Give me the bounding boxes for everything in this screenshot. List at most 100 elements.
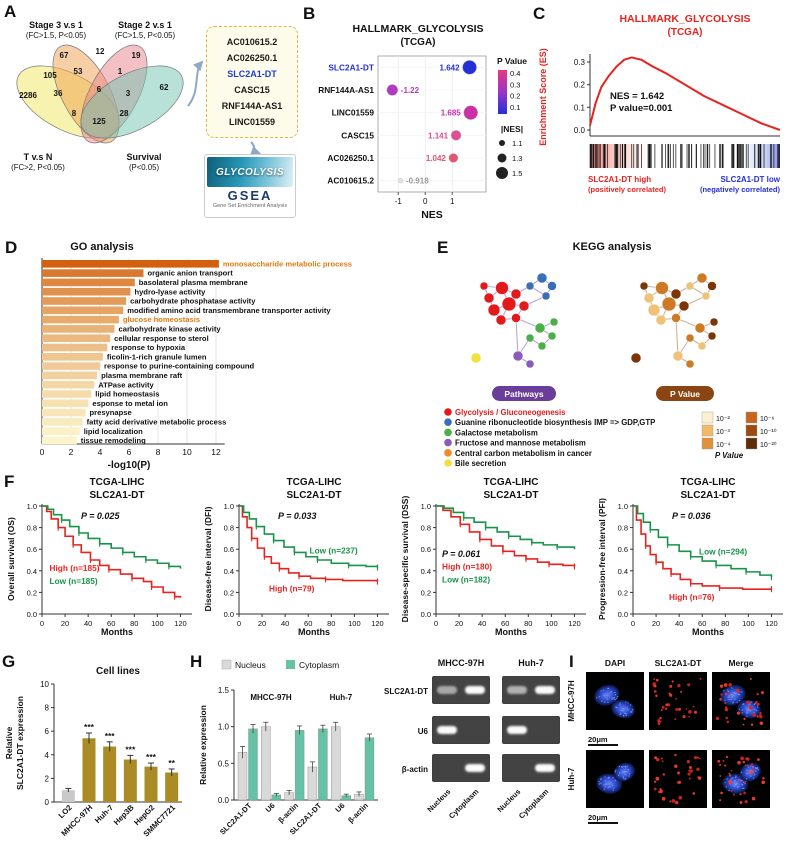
gel-band bbox=[465, 764, 485, 772]
fish-signal bbox=[723, 683, 728, 687]
panel-h-fractionation: Nucleus Cytoplasm Relative expression 0.0 0.… bbox=[186, 650, 566, 862]
chromatin-speckle bbox=[611, 697, 613, 699]
pvalue-legend-title: P Value bbox=[497, 56, 527, 66]
fish-signal bbox=[732, 793, 735, 796]
venn-count: 1 bbox=[118, 67, 123, 76]
chromatin-speckle bbox=[750, 775, 752, 777]
x-tick-label: 60 bbox=[501, 619, 509, 628]
fish-signal bbox=[664, 707, 668, 711]
y-tick-label: 1.0 bbox=[618, 502, 628, 511]
chromatin-speckle bbox=[738, 708, 741, 711]
nes-size-label: 1.1 bbox=[512, 139, 522, 148]
fish-signal bbox=[739, 801, 743, 804]
fish-signal bbox=[742, 723, 745, 726]
pvalue-pill bbox=[656, 386, 714, 401]
nucleus-blob bbox=[594, 684, 620, 706]
fish-signal bbox=[656, 757, 660, 762]
fish-signal bbox=[720, 791, 723, 795]
gene-name: SLC2A1-DT bbox=[328, 62, 374, 72]
chromatin-speckle bbox=[614, 779, 617, 782]
gel-box-inner bbox=[503, 755, 559, 781]
venn-group: Stage 3 v.s 1(FC>1.5, P<0.05)Stage 2 v.s… bbox=[11, 20, 184, 172]
x-tick-label: 120 bbox=[371, 619, 384, 628]
fish-signal bbox=[760, 721, 764, 725]
lane-label: Nucleus bbox=[495, 787, 522, 814]
gel-box-inner bbox=[433, 755, 489, 781]
gel-band bbox=[507, 726, 527, 734]
gsea-logo: GLYCOLYSIS GSEA Gene Set Enrichment Anal… bbox=[204, 154, 296, 218]
fish-signal bbox=[654, 756, 658, 760]
fish-signal bbox=[717, 759, 721, 763]
go-bar-chart: GO analysis 0 2 4 6 8 10 12 -log10(P) monosacchar… bbox=[40, 241, 352, 471]
x-axis-label: Months bbox=[298, 627, 330, 637]
fish-signal bbox=[653, 678, 656, 681]
fish-signal bbox=[655, 678, 659, 682]
y-tick-label: 0.4 bbox=[618, 567, 628, 576]
fish-signal bbox=[735, 688, 740, 693]
fish-signal bbox=[724, 702, 727, 704]
venn-set-name: T v.s N bbox=[24, 152, 53, 162]
chromatin-speckle bbox=[626, 765, 629, 767]
chromatin-speckle bbox=[622, 777, 625, 780]
x-tick-label: 100 bbox=[348, 619, 361, 628]
go-term-label: fatty acid derivative metabolic process bbox=[87, 418, 227, 427]
panel-a-venn-screening: Stage 3 v.s 1 (FC>1.5, P<0.05) Stage 2 v.s… bbox=[2, 2, 300, 234]
pathways-pill bbox=[492, 386, 556, 401]
panel-d-label: D bbox=[5, 238, 18, 257]
chromatin-speckle bbox=[610, 691, 612, 694]
y-tick-label: 0.4 bbox=[27, 567, 37, 576]
legend-cytoplasm-label: Cytoplasm bbox=[299, 660, 339, 670]
y-tick-label: 0.8 bbox=[224, 524, 234, 533]
fish-signal bbox=[699, 757, 701, 760]
pathway-node bbox=[495, 281, 509, 295]
fish-signal bbox=[759, 715, 763, 719]
chromatin-speckle bbox=[725, 786, 727, 788]
go-bar bbox=[42, 353, 103, 361]
phenotype-low-sublabel: (negatively correlated) bbox=[700, 185, 781, 194]
go-bar bbox=[42, 325, 115, 333]
chromatin-speckle bbox=[601, 700, 603, 702]
chromatin-speckle bbox=[741, 784, 744, 786]
x-tick-label: 0 bbox=[423, 197, 428, 206]
fish-signal bbox=[689, 769, 693, 773]
km-group-label: Low (n=237) bbox=[310, 546, 358, 556]
fish-signal bbox=[749, 770, 754, 775]
gel-band bbox=[535, 764, 555, 772]
y-axis-label: Disease-free interval (DFI) bbox=[203, 506, 213, 611]
x-tick-label: 60 bbox=[107, 619, 115, 628]
chromatin-speckle bbox=[749, 709, 752, 712]
chromatin-speckle bbox=[604, 776, 606, 778]
chromatin-speckle bbox=[618, 774, 620, 776]
fish-signal bbox=[694, 710, 698, 714]
y-tick-label: 2 bbox=[45, 774, 50, 783]
gene-name: AC010615.2 bbox=[327, 176, 374, 186]
gene-name: LINC01559 bbox=[332, 108, 375, 118]
fish-signal bbox=[749, 706, 753, 710]
chromatin-speckle bbox=[595, 697, 598, 699]
nes-dot bbox=[448, 153, 459, 163]
fish-signal bbox=[715, 716, 720, 721]
go-bar bbox=[42, 278, 135, 287]
go-bar bbox=[42, 343, 108, 352]
chromatin-speckle bbox=[726, 778, 728, 780]
panel-f-label: F bbox=[4, 472, 15, 491]
y-axis-label: Enrichment Score (ES) bbox=[538, 48, 548, 146]
x-tick-label: 0 bbox=[40, 447, 45, 457]
panel-h-label: H bbox=[190, 652, 203, 671]
venn-count: 8 bbox=[72, 109, 77, 118]
fish-signal bbox=[743, 782, 746, 785]
y-tick-label: 0.8 bbox=[421, 524, 431, 533]
chromatin-speckle bbox=[728, 695, 730, 697]
fish-signal bbox=[687, 772, 691, 776]
x-tick-label: 100 bbox=[545, 619, 558, 628]
pvalue-node bbox=[685, 359, 695, 369]
go-term-label: modified amino acid transmembrane transp… bbox=[127, 306, 331, 315]
gene-name: RNF144A-AS1 bbox=[318, 85, 374, 95]
venn-set-name: Survival bbox=[126, 152, 161, 162]
nes-size-dot bbox=[497, 153, 507, 163]
go-term-label: cellular response to sterol bbox=[114, 334, 209, 343]
gel-band bbox=[535, 686, 555, 694]
chromatin-speckle bbox=[748, 704, 750, 706]
venn-count: 105 bbox=[43, 71, 57, 80]
panel-g-title: Cell lines bbox=[96, 666, 140, 677]
